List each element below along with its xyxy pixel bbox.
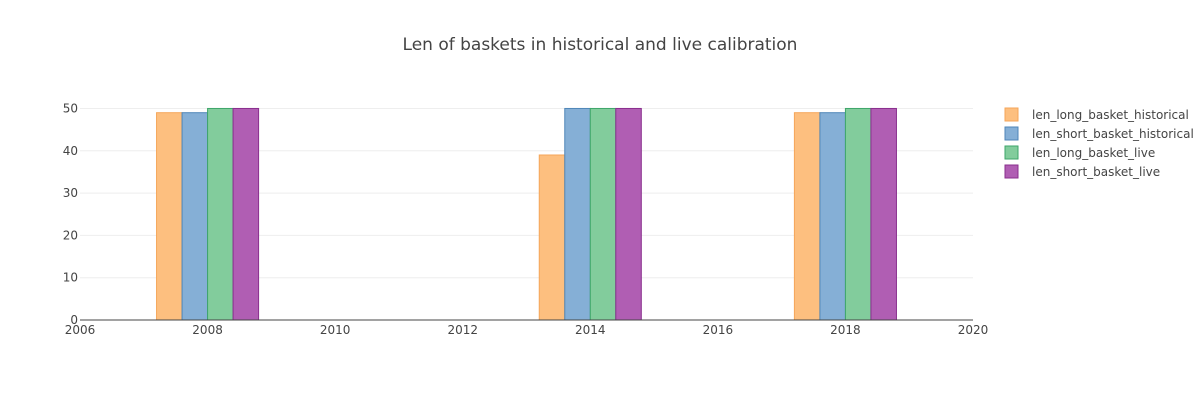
- legend-swatch: [1004, 145, 1019, 160]
- bar[interactable]: [870, 107, 897, 321]
- bar[interactable]: [793, 112, 821, 321]
- x-tick-label: 2012: [447, 323, 478, 337]
- y-tick-label: 30: [63, 186, 78, 200]
- bar[interactable]: [615, 107, 642, 321]
- x-tick-label: 2020: [958, 323, 989, 337]
- legend-item[interactable]: len_short_basket_live: [1004, 164, 1160, 179]
- y-tick-label: 20: [63, 228, 78, 242]
- bar[interactable]: [564, 107, 591, 321]
- x-tick-label: 2010: [320, 323, 351, 337]
- x-tick-label: 2014: [575, 323, 606, 337]
- x-tick-label: 2016: [703, 323, 734, 337]
- y-tick-label: 10: [63, 271, 78, 285]
- axes: 0 10 20 30 40 50 2006 2008 2010 2012 2014 2016 2018 2…: [63, 101, 989, 337]
- y-tick-label: 0: [70, 313, 78, 327]
- legend[interactable]: len_long_basket_historical len_short_bask…: [1004, 107, 1194, 179]
- bar[interactable]: [819, 112, 846, 321]
- legend-label: len_long_basket_historical: [1032, 108, 1189, 122]
- chart-title: Len of baskets in historical and live ca…: [403, 35, 798, 55]
- bar[interactable]: [156, 112, 183, 321]
- bar[interactable]: [589, 107, 617, 321]
- y-tick-label: 40: [63, 144, 78, 158]
- x-tick-label: 2006: [65, 323, 96, 337]
- legend-swatch: [1004, 164, 1019, 179]
- legend-item[interactable]: len_long_basket_live: [1004, 145, 1155, 160]
- bar[interactable]: [538, 154, 566, 321]
- legend-label: len_long_basket_live: [1032, 146, 1155, 160]
- legend-swatch: [1004, 126, 1019, 141]
- bar[interactable]: [232, 107, 260, 321]
- legend-label: len_short_basket_historical: [1032, 127, 1194, 141]
- x-tick-label: 2008: [192, 323, 223, 337]
- legend-swatch: [1004, 107, 1019, 122]
- bar[interactable]: [844, 107, 872, 321]
- bar[interactable]: [207, 107, 234, 321]
- bars: [156, 107, 897, 321]
- legend-item[interactable]: len_long_basket_historical: [1004, 107, 1189, 122]
- legend-label: len_short_basket_live: [1032, 165, 1160, 179]
- legend-item[interactable]: len_short_basket_historical: [1004, 126, 1194, 141]
- x-tick-label: 2018: [830, 323, 861, 337]
- bar[interactable]: [181, 112, 209, 321]
- y-tick-label: 50: [63, 101, 78, 115]
